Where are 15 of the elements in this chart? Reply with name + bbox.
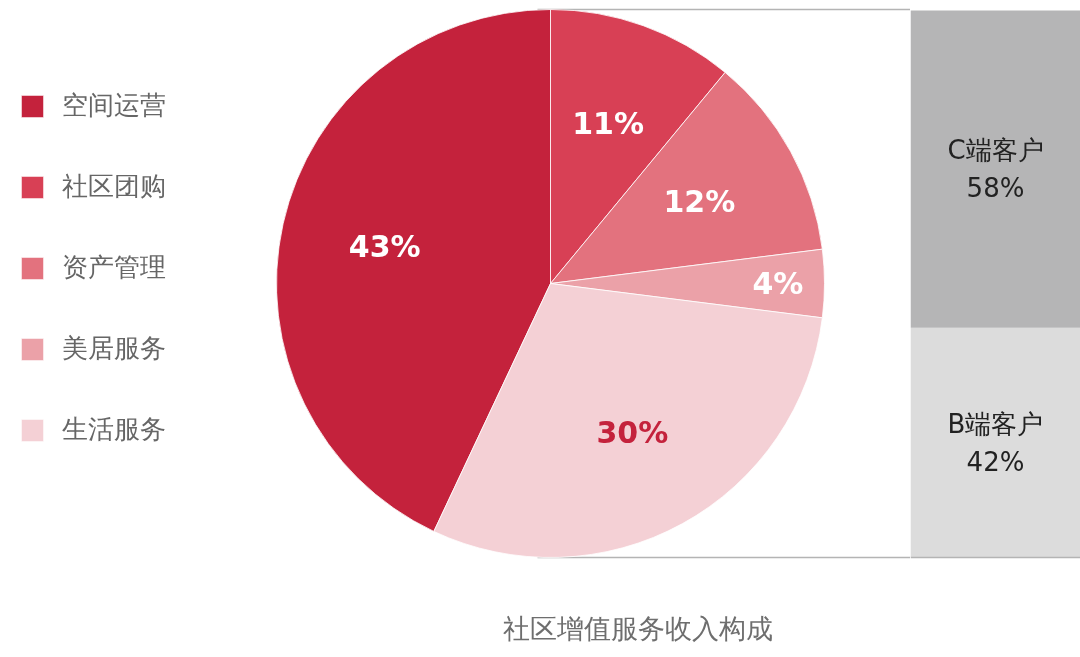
- data-label: 12%: [663, 184, 736, 220]
- legend-label: 社区团购: [62, 170, 166, 203]
- data-label: 43%: [348, 228, 421, 264]
- text: 社区增值服务收入构成: [502, 613, 773, 644]
- data-label: 11%: [572, 106, 644, 142]
- series-label: B端客户: [947, 408, 1044, 439]
- data-label: 42%: [966, 446, 1025, 477]
- legend-label: 资产管理: [62, 251, 166, 284]
- legend-label: 美居服务: [62, 332, 166, 365]
- legend-label: 空间运营: [62, 89, 166, 122]
- legend-label: 生活服务: [62, 413, 166, 446]
- data-label: 4%: [752, 266, 804, 301]
- series-label: C端客户: [947, 135, 1044, 166]
- data-label: 58%: [966, 173, 1025, 204]
- data-label: 30%: [596, 414, 669, 450]
